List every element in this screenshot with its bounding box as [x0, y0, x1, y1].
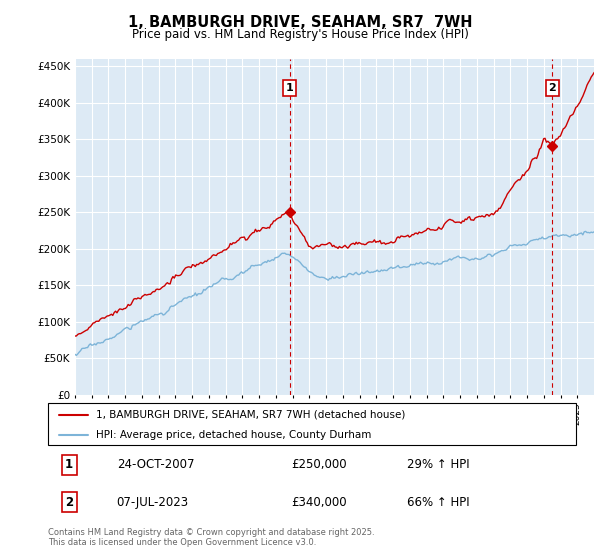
Text: 1: 1	[65, 458, 73, 471]
Text: Contains HM Land Registry data © Crown copyright and database right 2025.
This d: Contains HM Land Registry data © Crown c…	[48, 528, 374, 547]
Text: £340,000: £340,000	[291, 496, 347, 509]
Text: 66% ↑ HPI: 66% ↑ HPI	[407, 496, 470, 509]
Text: 1, BAMBURGH DRIVE, SEAHAM, SR7 7WH (detached house): 1, BAMBURGH DRIVE, SEAHAM, SR7 7WH (deta…	[95, 410, 405, 420]
FancyBboxPatch shape	[48, 403, 576, 445]
Text: 07-JUL-2023: 07-JUL-2023	[116, 496, 189, 509]
Text: 2: 2	[548, 83, 556, 93]
Text: 1: 1	[286, 83, 293, 93]
Text: £250,000: £250,000	[291, 458, 347, 471]
Text: Price paid vs. HM Land Registry's House Price Index (HPI): Price paid vs. HM Land Registry's House …	[131, 28, 469, 41]
Text: 2: 2	[65, 496, 73, 509]
Text: 24-OCT-2007: 24-OCT-2007	[116, 458, 194, 471]
Text: 1, BAMBURGH DRIVE, SEAHAM, SR7  7WH: 1, BAMBURGH DRIVE, SEAHAM, SR7 7WH	[128, 15, 472, 30]
Text: HPI: Average price, detached house, County Durham: HPI: Average price, detached house, Coun…	[95, 430, 371, 440]
Text: 29% ↑ HPI: 29% ↑ HPI	[407, 458, 470, 471]
